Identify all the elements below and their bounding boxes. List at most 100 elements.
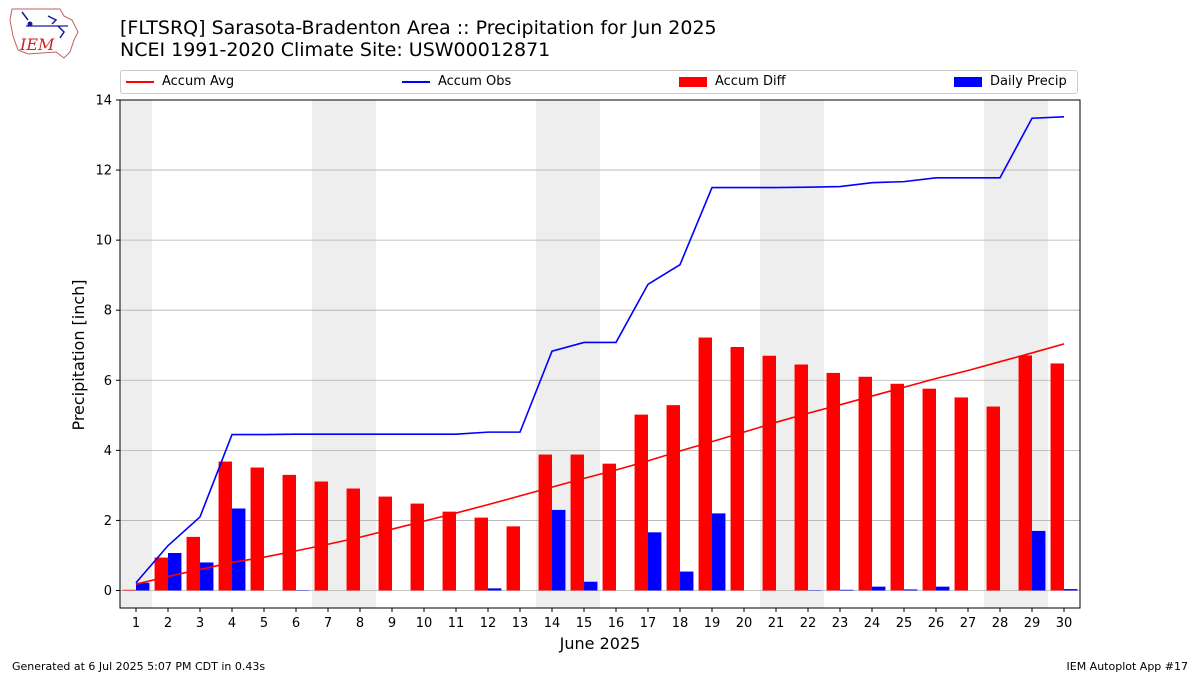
bar-accum-diff-day-24	[858, 376, 872, 591]
bar-daily-precip-day-2	[168, 552, 182, 591]
x-tick-label-10: 10	[416, 616, 433, 631]
plot-frame	[119, 99, 1081, 609]
bar-accum-diff-day-4	[218, 461, 232, 591]
bar-accum-diff-day-1	[122, 589, 136, 591]
bar-accum-diff-day-22	[794, 364, 808, 591]
x-tick-label-11: 11	[448, 616, 465, 631]
y-tick-label-0: 0	[104, 584, 112, 599]
bar-accum-diff-day-23	[826, 372, 840, 591]
bar-daily-precip-day-19	[712, 513, 726, 591]
x-tick-label-29: 29	[1024, 616, 1041, 631]
legend-label-accum-obs: Accum Obs	[438, 74, 512, 89]
bar-daily-precip-day-24	[872, 586, 886, 591]
bar-accum-diff-day-5	[250, 467, 264, 591]
bar-daily-precip-day-14	[552, 509, 566, 591]
legend-item-daily-precip: Daily Precip	[954, 74, 1067, 92]
x-axis-label: June 2025	[559, 634, 641, 653]
y-tick-label-10: 10	[95, 234, 112, 249]
x-tick-label-27: 27	[960, 616, 977, 631]
bar-daily-precip-day-15	[584, 581, 598, 591]
bar-accum-diff-day-30	[1050, 363, 1064, 591]
x-tick-label-21: 21	[768, 616, 785, 631]
y-tick-label-6: 6	[104, 374, 112, 389]
bar-accum-diff-day-15	[570, 454, 584, 591]
x-tick-label-15: 15	[576, 616, 593, 631]
bar-accum-diff-day-27	[954, 397, 968, 591]
bar-accum-diff-day-18	[666, 405, 680, 591]
iem-logo: IEM	[9, 8, 79, 59]
footer-generated: Generated at 6 Jul 2025 5:07 PM CDT in 0…	[12, 660, 266, 673]
x-tick-label-17: 17	[640, 616, 657, 631]
line-accum-obs	[135, 116, 1065, 584]
bar-accum-diff-day-28	[986, 406, 1000, 591]
bar-daily-precip-day-1	[136, 582, 150, 591]
bar-accum-diff-day-7	[314, 481, 328, 591]
bars	[122, 337, 1078, 591]
bar-daily-precip-day-29	[1032, 530, 1046, 591]
legend-swatch-accum-avg	[126, 80, 154, 83]
legend-label-daily-precip: Daily Precip	[990, 74, 1067, 89]
y-tick-label-14: 14	[95, 94, 112, 109]
legend-swatch-daily-precip	[954, 76, 982, 87]
x-tick-label-9: 9	[388, 616, 396, 631]
bar-accum-diff-day-9	[378, 496, 392, 591]
x-tick-label-25: 25	[896, 616, 913, 631]
x-tick-label-30: 30	[1056, 616, 1073, 631]
bar-accum-diff-day-19	[698, 337, 712, 591]
x-tick-label-2: 2	[164, 616, 172, 631]
legend-swatch-accum-diff	[679, 76, 707, 87]
bar-accum-diff-day-12	[474, 517, 488, 591]
bar-accum-diff-day-11	[442, 511, 456, 591]
bar-accum-diff-day-25	[890, 383, 904, 591]
x-tick-label-12: 12	[480, 616, 497, 631]
bar-accum-diff-day-21	[762, 355, 776, 591]
x-tick-label-18: 18	[672, 616, 689, 631]
y-tick-label-12: 12	[95, 164, 112, 179]
x-tick-label-19: 19	[704, 616, 721, 631]
y-axis-label: Precipitation [inch]	[69, 279, 88, 430]
x-tick-label-7: 7	[324, 616, 332, 631]
bar-daily-precip-day-4	[232, 508, 246, 591]
bar-daily-precip-day-26	[936, 586, 950, 591]
legend-item-accum-diff: Accum Diff	[679, 74, 786, 92]
x-tick-label-23: 23	[832, 616, 849, 631]
x-tick-label-24: 24	[864, 616, 881, 631]
legend-item-accum-avg: Accum Avg	[126, 74, 234, 92]
x-tick-label-26: 26	[928, 616, 945, 631]
bar-daily-precip-day-30	[1064, 589, 1078, 591]
bar-accum-diff-day-20	[730, 346, 744, 591]
legend-item-accum-obs: Accum Obs	[402, 74, 511, 92]
chart-legend: Accum Avg Accum Obs Accum Diff Daily Pre…	[120, 70, 1078, 94]
x-tick-label-22: 22	[800, 616, 817, 631]
legend-label-accum-diff: Accum Diff	[715, 74, 786, 89]
x-tick-label-8: 8	[356, 616, 364, 631]
logo-text: IEM	[19, 35, 55, 54]
bar-accum-diff-day-14	[538, 454, 552, 591]
x-tick-label-13: 13	[512, 616, 529, 631]
bar-accum-diff-day-29	[1018, 355, 1032, 591]
bar-accum-diff-day-3	[186, 536, 200, 591]
line-accum-avg	[135, 343, 1065, 585]
footer-app: IEM Autoplot App #17	[1066, 660, 1189, 673]
x-tick-label-28: 28	[992, 616, 1009, 631]
bar-accum-diff-day-2	[154, 557, 168, 591]
bar-daily-precip-day-23	[840, 589, 854, 591]
lines	[135, 116, 1065, 585]
bar-accum-diff-day-10	[410, 503, 424, 591]
x-tick-label-16: 16	[608, 616, 625, 631]
bar-daily-precip-day-25	[904, 589, 918, 591]
bar-daily-precip-day-17	[648, 532, 662, 591]
weekend-shade-day-1	[120, 100, 152, 608]
legend-label-accum-avg: Accum Avg	[162, 74, 235, 89]
x-tick-label-6: 6	[292, 616, 300, 631]
bar-daily-precip-day-12	[488, 588, 502, 591]
bar-accum-diff-day-13	[506, 526, 520, 591]
x-tick-label-14: 14	[544, 616, 561, 631]
y-tick-label-4: 4	[104, 444, 112, 459]
y-tick-label-2: 2	[104, 514, 112, 529]
legend-swatch-accum-obs	[402, 80, 430, 83]
bar-accum-diff-day-17	[634, 414, 648, 591]
chart-title: [FLTSRQ] Sarasota-Bradenton Area :: Prec…	[120, 17, 717, 39]
x-tick-label-5: 5	[260, 616, 268, 631]
